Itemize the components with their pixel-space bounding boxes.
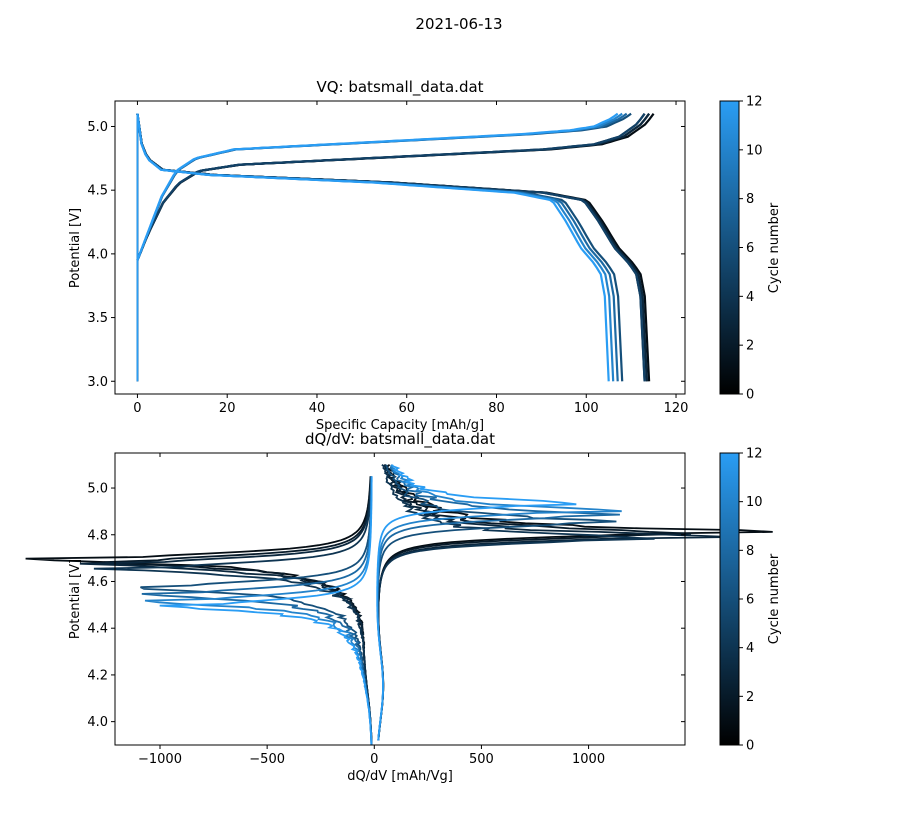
vq-charge-curve <box>136 113 646 261</box>
vq-colorbar-tick-label: 10 <box>746 143 763 158</box>
dqdv-y-tick-label: 4.2 <box>87 668 108 683</box>
vq-discharge-curve <box>136 113 610 382</box>
vq-x-tick-label: 120 <box>664 401 689 416</box>
vq-colorbar-tick-label: 6 <box>746 241 754 256</box>
vq-colorbar-tick-label: 4 <box>746 290 754 305</box>
vq-charge-curve <box>136 112 632 261</box>
vq-y-tick-label: 3.5 <box>87 311 108 326</box>
series-group <box>136 112 655 382</box>
vq-colorbar-tick-label: 12 <box>746 95 763 110</box>
figure-suptitle: 2021-06-13 <box>415 15 502 33</box>
dqdv-x-label: dQ/dV [mAh/Vg] <box>347 769 453 784</box>
vq-colorbar-tick-label: 0 <box>746 388 754 403</box>
dqdv-colorbar: 0 2 4 6 8 10 12 <box>719 447 763 754</box>
vq-colorbar: 0 2 4 6 8 10 12 <box>719 95 763 403</box>
dqdv-colorbar-tick-label: 12 <box>746 447 763 462</box>
dqdv-colorbar-tick-label: 8 <box>746 544 754 559</box>
dqdv-x-tick-label: 1000 <box>572 752 605 767</box>
vq-chart-title: VQ: batsmall_data.dat <box>316 78 483 97</box>
dqdv-y-label: Potential [V] <box>68 559 83 639</box>
vq-y-tick-label: 5.0 <box>87 120 108 135</box>
vq-y-tick-label: 3.0 <box>87 375 108 390</box>
series-group <box>25 463 773 746</box>
dqdv-discharge-curve <box>140 476 373 745</box>
vq-colorbar-tick-label: 8 <box>746 192 754 207</box>
vq-y-tick-label: 4.5 <box>87 184 108 199</box>
dqdv-colorbar-tick-label: 4 <box>746 641 754 656</box>
vq-colorbar-label: Cycle number <box>767 202 782 293</box>
vq-axes-frame <box>114 100 686 395</box>
dqdv-colorbar-tick-label: 0 <box>746 739 754 754</box>
dqdv-colorbar-label: Cycle number <box>767 553 782 644</box>
dqdv-colorbar-gradient <box>719 452 740 746</box>
vq-x-tick-label: 80 <box>488 401 505 416</box>
dqdv-colorbar-tick-label: 6 <box>746 593 754 608</box>
dqdv-charge-curve <box>376 464 577 741</box>
vq-x-tick-label: 40 <box>309 401 326 416</box>
dqdv-y-tick-label: 4.4 <box>87 622 108 637</box>
dqdv-x-tick-label: −500 <box>249 752 285 767</box>
dqdv-y-tick-label: 4.0 <box>87 715 108 730</box>
dqdv-x-tick-label: −1000 <box>138 752 182 767</box>
vq-charge-curve <box>136 113 650 261</box>
vq-charge-curve <box>136 112 628 261</box>
dqdv-y-tick-label: 5.0 <box>87 482 108 497</box>
vq-chart: VQ: batsmall_data.dat 0 20 40 60 80 100 1203.0… <box>68 78 782 433</box>
dqdv-discharge-curve <box>144 476 373 746</box>
vq-plot-area: 0 20 40 60 80 100 120 3.0 3.5 4.0 4.5 5.0 <box>87 100 689 416</box>
dqdv-discharge-curve <box>159 476 373 746</box>
vq-x-tick-label: 60 <box>398 401 415 416</box>
vq-x-label: Specific Capacity [mAh/g] <box>316 418 484 433</box>
vq-discharge-curve <box>136 113 619 382</box>
vq-colorbar-gradient <box>719 100 740 395</box>
vq-y-tick-label: 4.0 <box>87 247 108 262</box>
dqdv-y-tick-label: 4.6 <box>87 575 108 590</box>
vq-y-label: Potential [V] <box>68 208 83 288</box>
dqdv-colorbar-tick-label: 2 <box>746 690 754 705</box>
vq-charge-curve <box>136 113 646 261</box>
vq-x-tick-label: 20 <box>219 401 236 416</box>
dqdv-discharge-curve <box>141 476 373 745</box>
vq-charge-curve <box>136 113 650 261</box>
dqdv-plot-area: −1000 −500 0 500 1000 4.0 4.2 4.4 4.6 4.8 5.0 <box>25 452 773 767</box>
vq-x-tick-label: 0 <box>133 401 141 416</box>
vq-x-tick-label: 100 <box>574 401 599 416</box>
dqdv-x-tick-label: 0 <box>370 752 378 767</box>
dqdv-y-tick-label: 4.8 <box>87 528 108 543</box>
dqdv-x-tick-label: 500 <box>469 752 494 767</box>
vq-discharge-curve <box>136 113 615 382</box>
vq-colorbar-tick-label: 2 <box>746 339 754 354</box>
dqdv-colorbar-tick-label: 10 <box>746 495 763 510</box>
dqdv-chart-title: dQ/dV: batsmall_data.dat <box>305 430 495 449</box>
vq-charge-curve <box>136 112 619 261</box>
dqdv-axes-frame <box>114 452 686 746</box>
vq-charge-curve <box>136 112 623 261</box>
dqdv-chart: dQ/dV: batsmall_data.dat −1000 −500 0 500 10… <box>25 430 782 784</box>
